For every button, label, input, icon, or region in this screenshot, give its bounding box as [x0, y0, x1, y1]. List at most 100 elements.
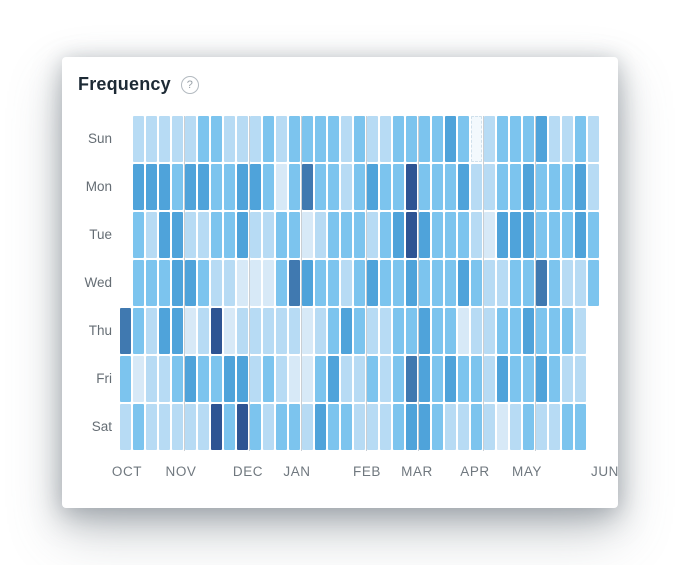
heatmap-cell[interactable]: [549, 116, 561, 162]
heatmap-cell[interactable]: [172, 356, 184, 402]
heatmap-cell[interactable]: [562, 212, 574, 258]
heatmap-cell[interactable]: [549, 164, 561, 210]
heatmap-cell[interactable]: [562, 404, 574, 450]
heatmap-cell[interactable]: [458, 116, 470, 162]
heatmap-cell[interactable]: [159, 308, 171, 354]
heatmap-cell[interactable]: [367, 356, 379, 402]
heatmap-cell[interactable]: [562, 164, 574, 210]
heatmap-cell[interactable]: [133, 164, 145, 210]
heatmap-cell[interactable]: [315, 404, 327, 450]
heatmap-cell[interactable]: [432, 356, 444, 402]
heatmap-cell[interactable]: [484, 164, 496, 210]
heatmap-cell[interactable]: [133, 260, 145, 306]
heatmap-cell[interactable]: [224, 212, 236, 258]
heatmap-cell[interactable]: [133, 356, 145, 402]
heatmap-cell[interactable]: [341, 404, 353, 450]
heatmap-cell[interactable]: [354, 164, 366, 210]
heatmap-cell[interactable]: [367, 212, 379, 258]
heatmap-cell[interactable]: [224, 260, 236, 306]
heatmap-cell[interactable]: [549, 356, 561, 402]
heatmap-cell[interactable]: [393, 212, 405, 258]
heatmap-cell[interactable]: [497, 404, 509, 450]
heatmap-cell[interactable]: [562, 356, 574, 402]
heatmap-cell[interactable]: [432, 404, 444, 450]
heatmap-cell[interactable]: [484, 356, 496, 402]
heatmap-cell[interactable]: [276, 356, 288, 402]
heatmap-cell[interactable]: [497, 260, 509, 306]
heatmap-cell[interactable]: [432, 260, 444, 306]
heatmap-cell[interactable]: [315, 260, 327, 306]
heatmap-cell[interactable]: [393, 404, 405, 450]
heatmap-cell[interactable]: [185, 308, 197, 354]
heatmap-cell[interactable]: [575, 116, 587, 162]
help-icon[interactable]: ?: [180, 75, 199, 94]
heatmap-cell[interactable]: [380, 164, 392, 210]
heatmap-cell[interactable]: [198, 116, 210, 162]
heatmap-cell[interactable]: [575, 404, 587, 450]
heatmap-cell[interactable]: [172, 260, 184, 306]
heatmap-cell[interactable]: [302, 260, 314, 306]
heatmap-cell[interactable]: [159, 212, 171, 258]
heatmap-cell[interactable]: [536, 212, 548, 258]
heatmap-cell[interactable]: [250, 212, 262, 258]
heatmap-cell[interactable]: [250, 116, 262, 162]
heatmap-cell[interactable]: [367, 116, 379, 162]
heatmap-cell[interactable]: [211, 212, 223, 258]
heatmap-cell[interactable]: [510, 116, 522, 162]
heatmap-cell[interactable]: [315, 356, 327, 402]
heatmap-cell[interactable]: [549, 404, 561, 450]
heatmap-cell[interactable]: [419, 308, 431, 354]
heatmap-cell[interactable]: [562, 260, 574, 306]
heatmap-cell[interactable]: [510, 404, 522, 450]
heatmap-cell[interactable]: [406, 164, 418, 210]
heatmap-cell[interactable]: [341, 164, 353, 210]
heatmap-cell[interactable]: [159, 404, 171, 450]
heatmap-cell[interactable]: [393, 356, 405, 402]
heatmap-cell[interactable]: [276, 260, 288, 306]
heatmap-cell[interactable]: [471, 404, 483, 450]
heatmap-cell[interactable]: [289, 308, 301, 354]
heatmap-cell[interactable]: [588, 212, 600, 258]
heatmap-cell[interactable]: [185, 260, 197, 306]
heatmap-cell[interactable]: [354, 116, 366, 162]
heatmap-cell[interactable]: [588, 164, 600, 210]
heatmap-cell[interactable]: [250, 164, 262, 210]
heatmap-cell[interactable]: [367, 404, 379, 450]
heatmap-cell[interactable]: [562, 116, 574, 162]
heatmap-cell[interactable]: [172, 404, 184, 450]
heatmap-cell[interactable]: [237, 356, 249, 402]
heatmap-cell[interactable]: [146, 212, 158, 258]
heatmap-cell[interactable]: [354, 308, 366, 354]
heatmap-cell[interactable]: [289, 356, 301, 402]
heatmap-cell[interactable]: [536, 308, 548, 354]
heatmap-cell[interactable]: [263, 116, 275, 162]
heatmap-cell[interactable]: [211, 116, 223, 162]
heatmap-cell[interactable]: [588, 116, 600, 162]
heatmap-cell[interactable]: [458, 164, 470, 210]
heatmap-cell[interactable]: [510, 308, 522, 354]
heatmap-cell[interactable]: [120, 308, 132, 354]
heatmap-cell[interactable]: [536, 116, 548, 162]
heatmap-cell[interactable]: [471, 260, 483, 306]
heatmap-cell[interactable]: [263, 164, 275, 210]
heatmap-cell[interactable]: [146, 404, 158, 450]
heatmap-cell[interactable]: [146, 164, 158, 210]
heatmap-cell[interactable]: [510, 260, 522, 306]
heatmap-cell[interactable]: [146, 116, 158, 162]
heatmap-cell[interactable]: [523, 116, 535, 162]
heatmap-cell[interactable]: [289, 212, 301, 258]
heatmap-cell[interactable]: [211, 404, 223, 450]
heatmap-cell[interactable]: [224, 356, 236, 402]
heatmap-cell[interactable]: [172, 212, 184, 258]
heatmap-cell[interactable]: [575, 164, 587, 210]
heatmap-cell[interactable]: [276, 308, 288, 354]
heatmap-cell[interactable]: [276, 116, 288, 162]
heatmap-cell[interactable]: [393, 116, 405, 162]
heatmap-cell[interactable]: [393, 308, 405, 354]
heatmap-cell[interactable]: [523, 356, 535, 402]
heatmap-cell[interactable]: [419, 212, 431, 258]
heatmap-cell[interactable]: [237, 164, 249, 210]
heatmap-cell[interactable]: [380, 116, 392, 162]
heatmap-cell[interactable]: [354, 212, 366, 258]
heatmap-cell[interactable]: [211, 356, 223, 402]
